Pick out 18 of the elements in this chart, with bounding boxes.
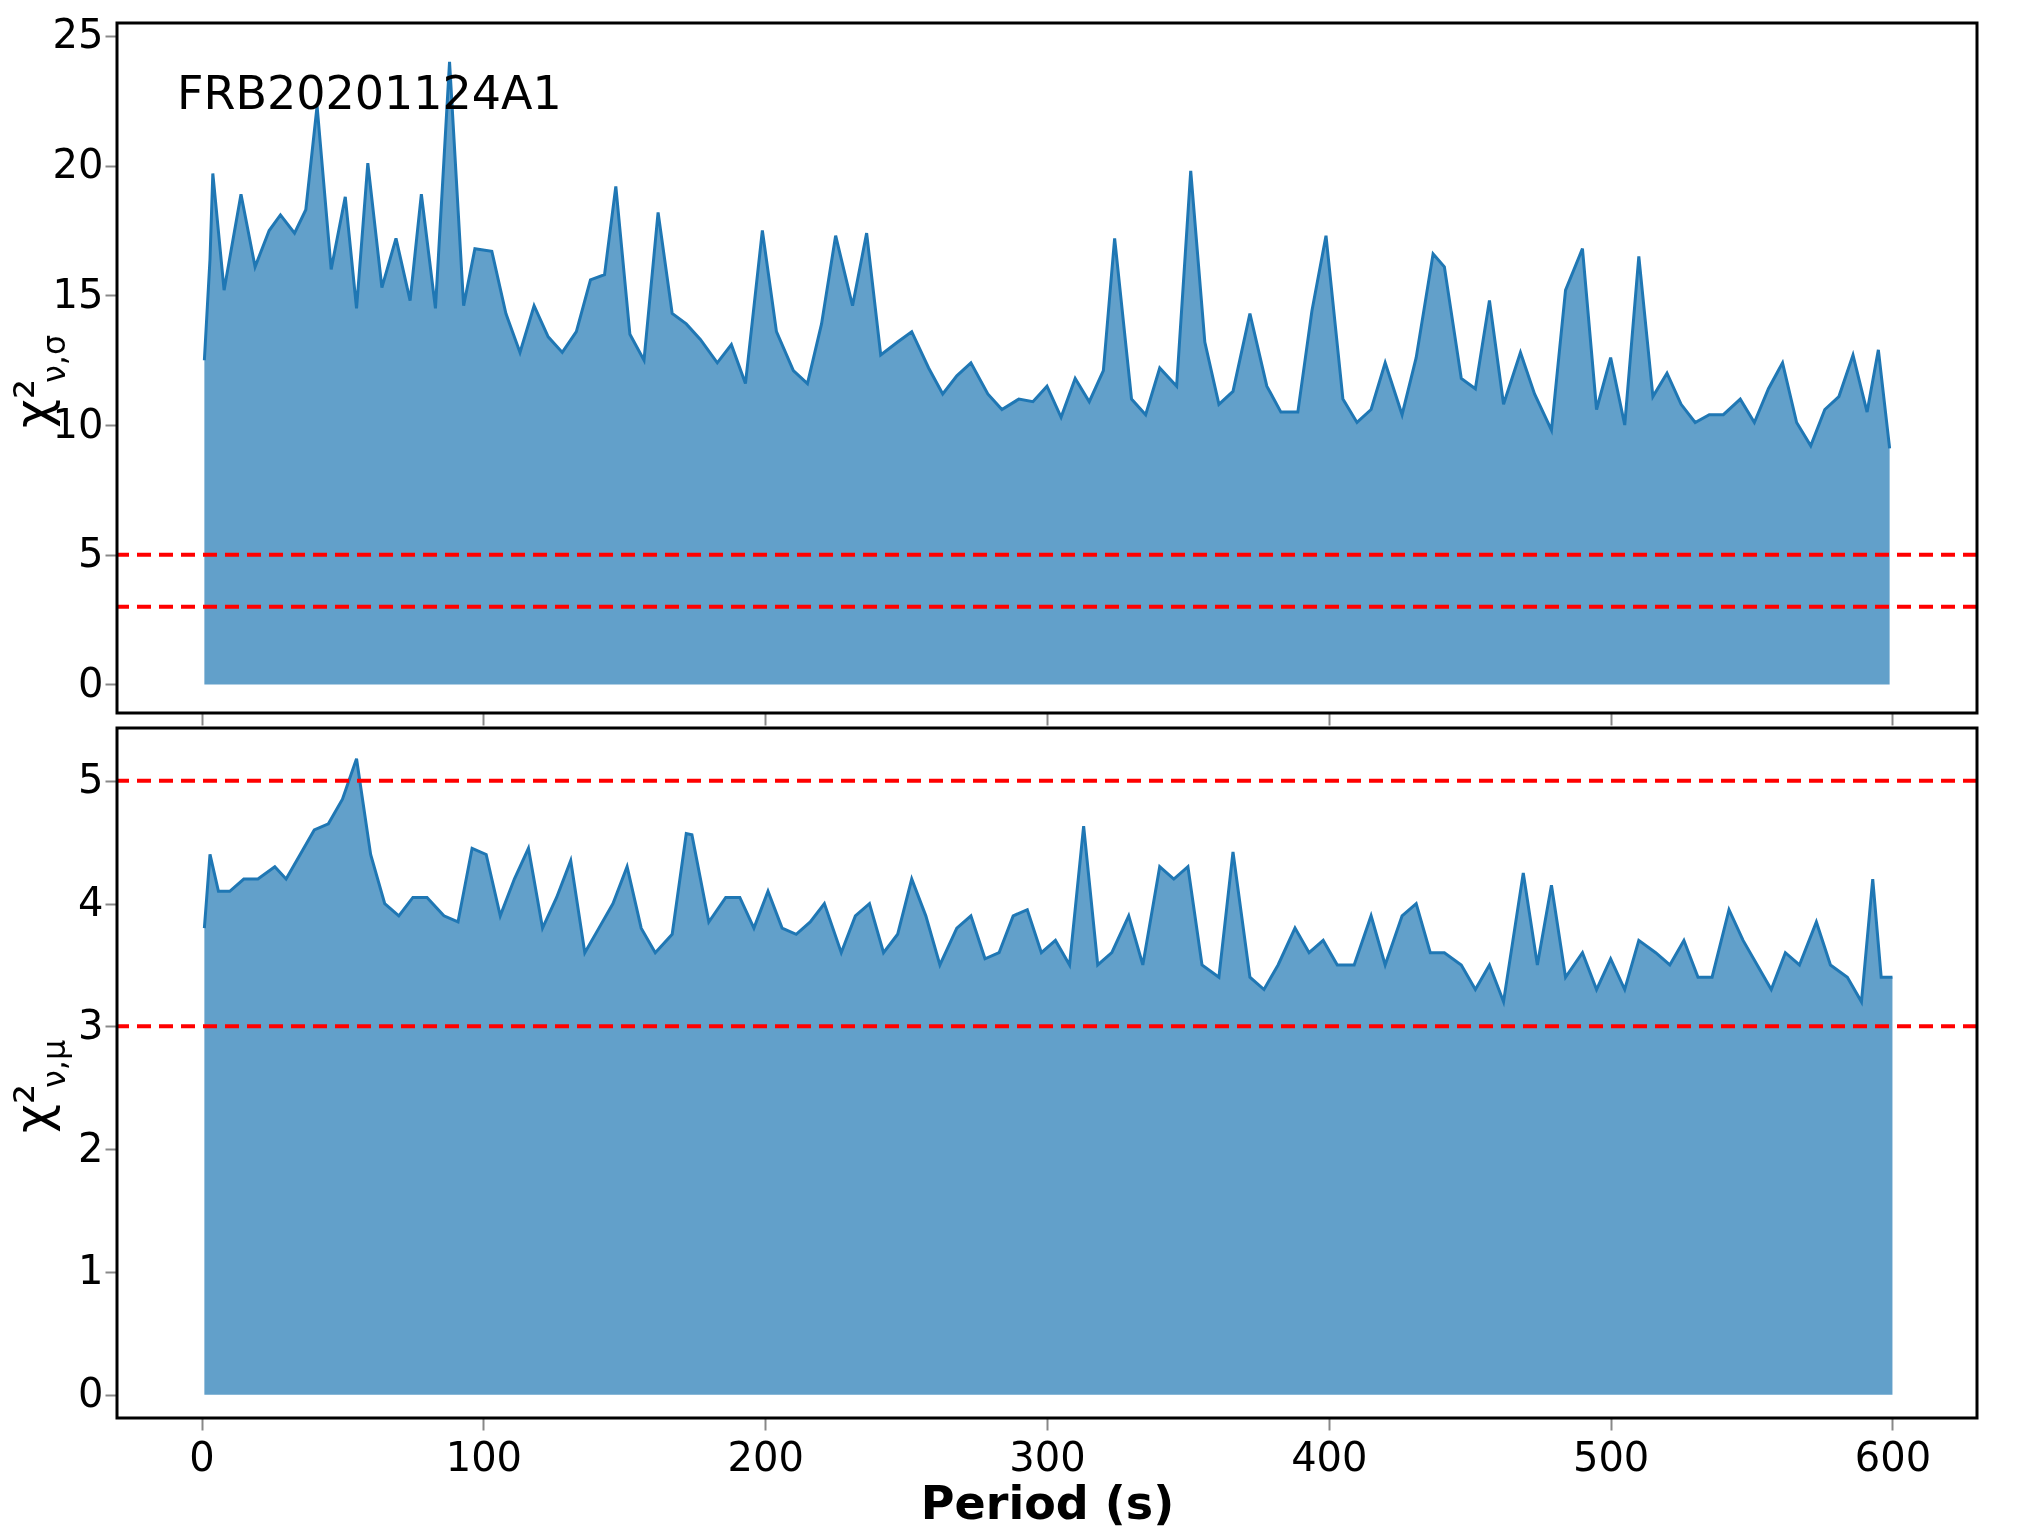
y-tick-label: 5 [78,756,104,803]
x-tick-label: 400 [1291,1433,1368,1480]
y-axis-title: χ²ν,μ [4,1039,73,1133]
y-tick-label: 2 [78,1124,104,1171]
x-tick-label: 600 [1854,1433,1932,1480]
x-tick-label: 100 [445,1433,523,1480]
y-tick-label: 0 [78,1370,104,1417]
x-tick-label: 500 [1572,1433,1650,1480]
y-tick-label: 0 [78,659,104,706]
y-tick-label: 5 [78,530,104,577]
y-tick-label: 1 [78,1247,104,1294]
y-tick-label: 25 [52,11,104,58]
x-tick-label: 0 [189,1433,215,1480]
y-tick-label: 4 [78,879,104,926]
y-tick-label: 3 [78,1001,104,1048]
y-tick-label: 15 [52,270,104,317]
x-tick-label: 200 [727,1433,804,1480]
y-tick-label: 20 [52,141,104,188]
